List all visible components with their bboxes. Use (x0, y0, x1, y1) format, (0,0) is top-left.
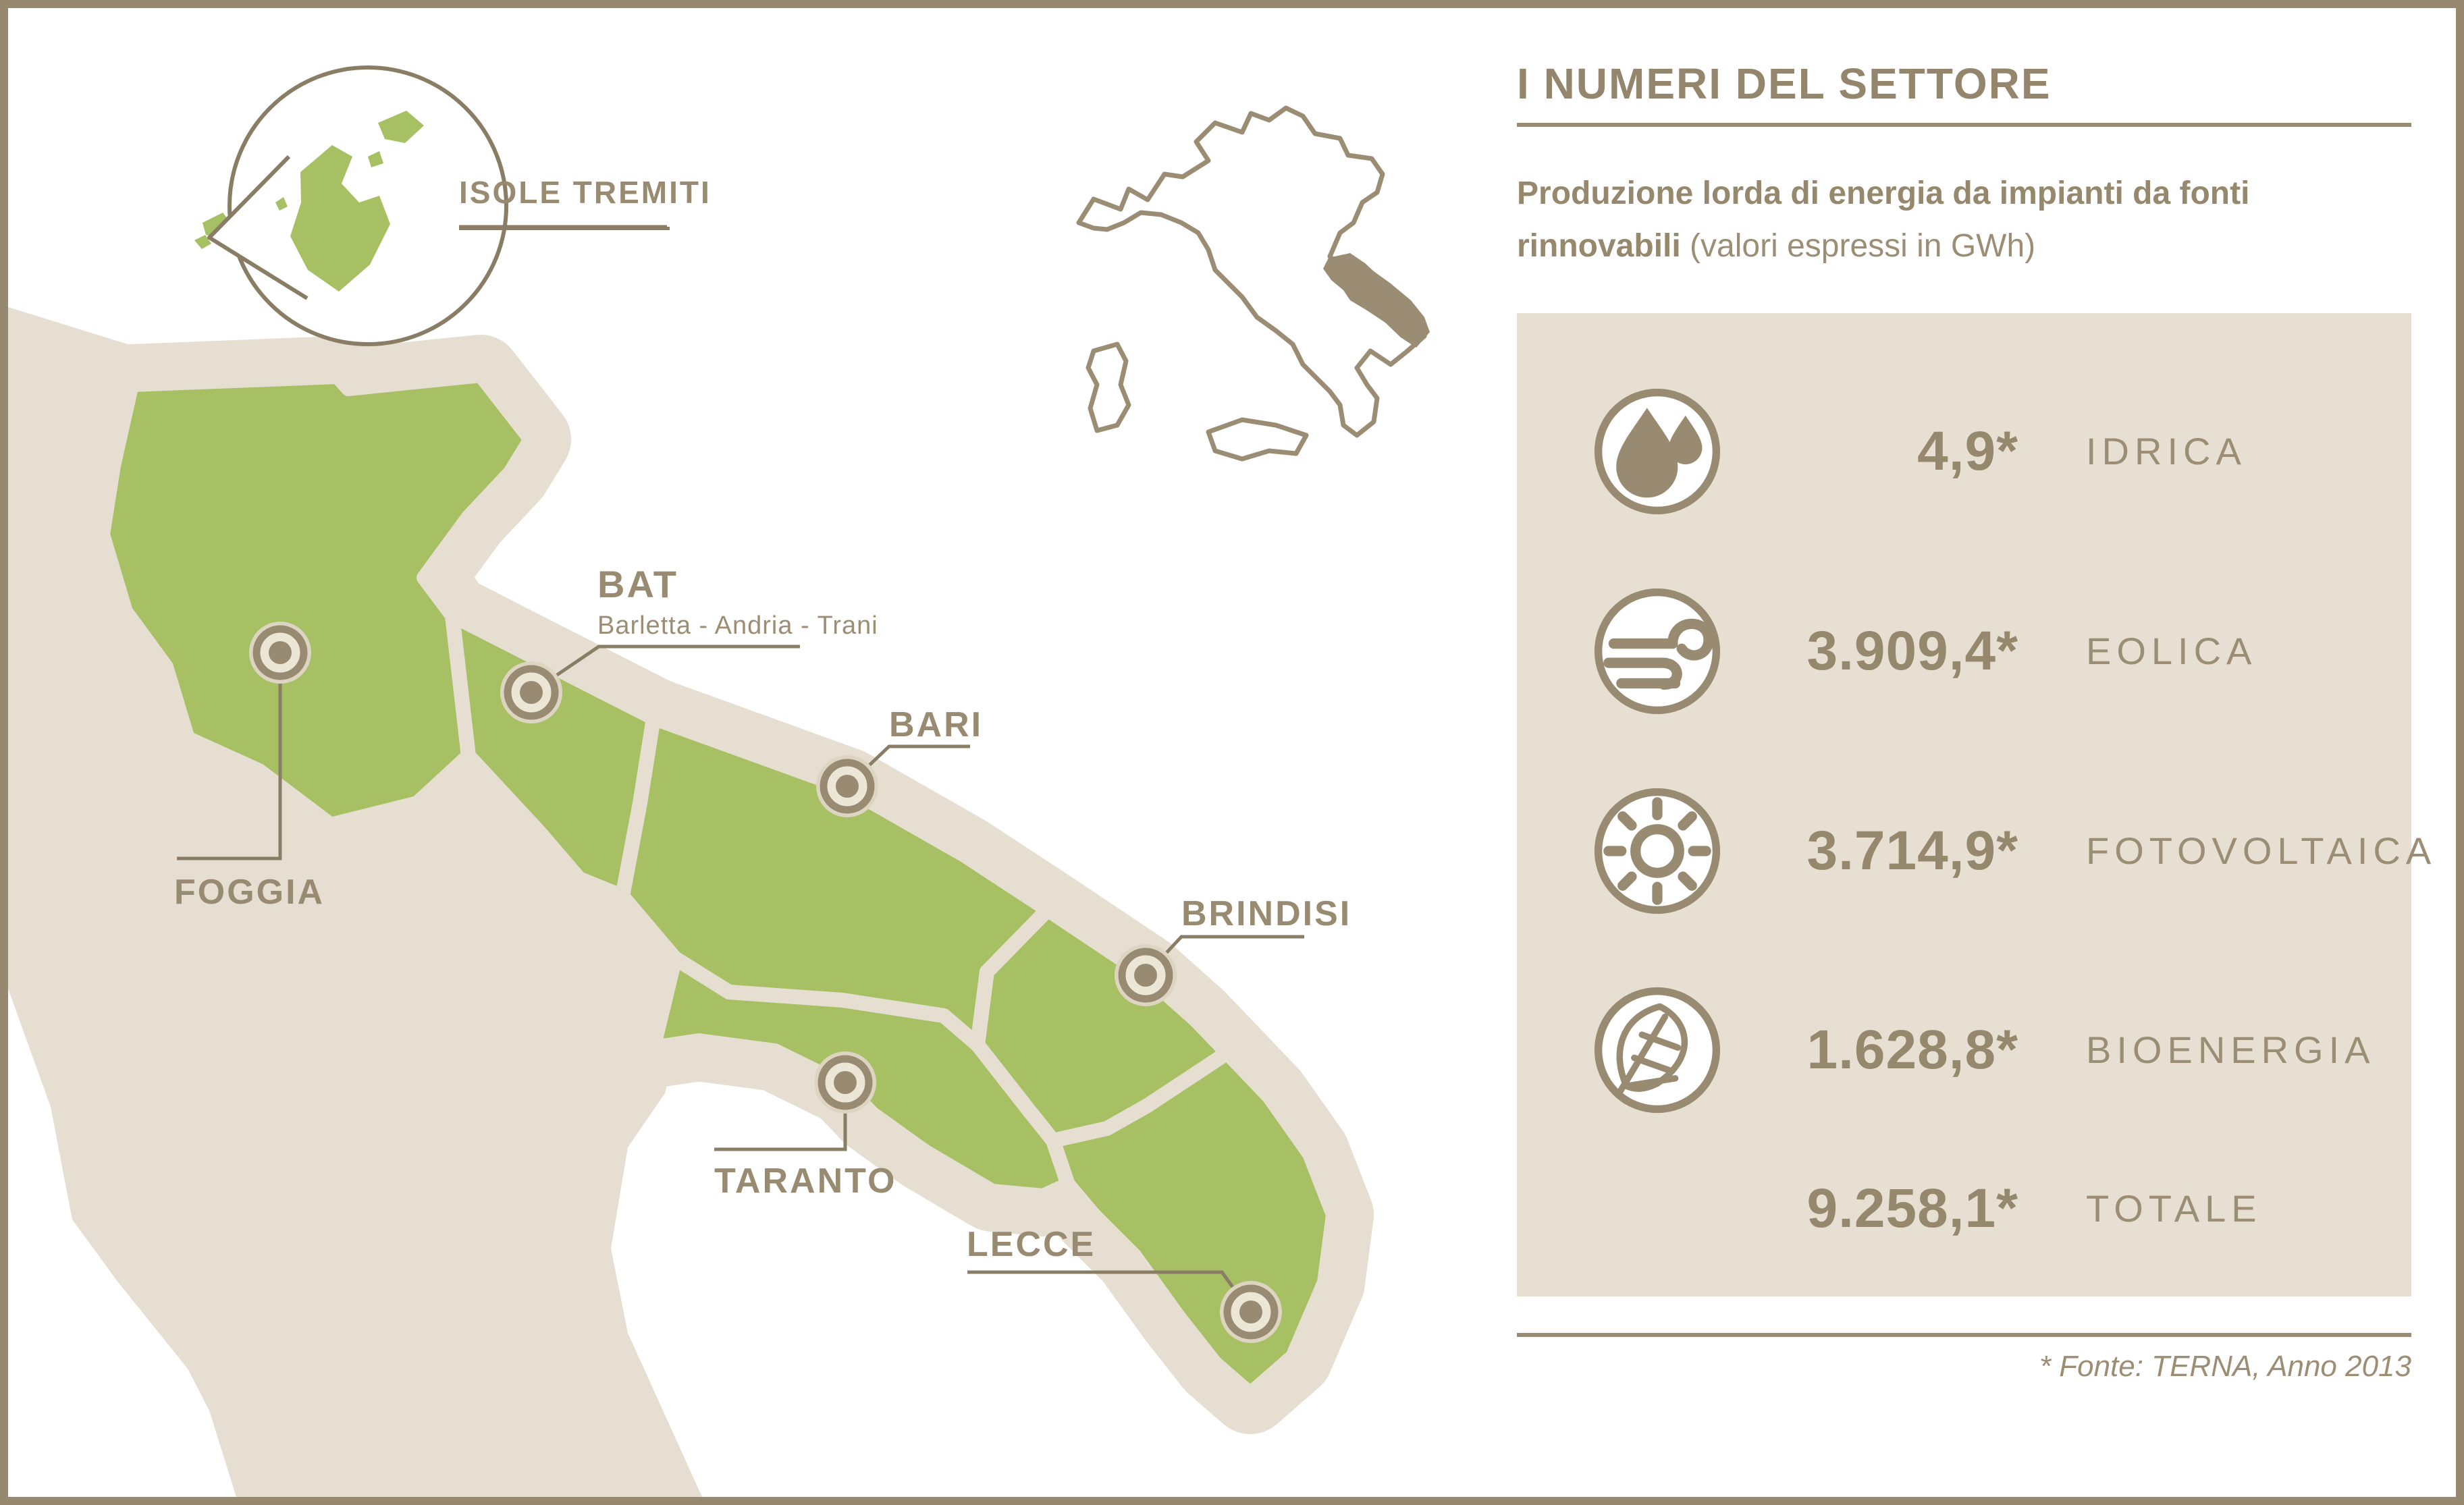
tremiti-callout (207, 65, 508, 346)
subtitle-line2-regular: (valori espressi in GWh) (1680, 228, 2036, 264)
value-eolica: 3.909,4* (1806, 620, 2018, 682)
panel-subtitle: Produzione lorda di energia da impianti … (1517, 167, 2421, 273)
leaf-icon (1594, 987, 1721, 1114)
wind-icon (1594, 588, 1721, 715)
italy-inset-map (1076, 105, 1430, 462)
icon-spacer (1593, 1145, 1721, 1273)
label-isole-tremiti: ISOLE TREMITI (459, 175, 712, 210)
label-bat: BAT (597, 563, 678, 605)
sun-icon (1594, 788, 1721, 914)
callout-tail (207, 155, 309, 300)
sicily-outline (1206, 417, 1309, 462)
leader-foggia (177, 653, 282, 860)
subtitle-line2-bold: rinnovabili (1517, 228, 1681, 264)
subtitle-line1: Produzione lorda di energia da impianti … (1517, 175, 2250, 211)
tremiti-islands-zoomed (275, 111, 424, 292)
puglia-highlight (1323, 253, 1430, 348)
label-idrica: IDRICA (2086, 430, 2247, 472)
label-taranto: TARANTO (714, 1161, 897, 1201)
value-bioenergia: 1.628,8* (1806, 1019, 2018, 1080)
value-fotovoltaica: 3.714,9* (1806, 820, 2018, 881)
marker-lecce (1220, 1281, 1282, 1343)
data-row-bioenergia: 1.628,8* BIOENERGIA (1517, 983, 2411, 1118)
marker-taranto (814, 1051, 876, 1114)
sardinia-outline (1086, 341, 1131, 433)
marker-foggia (249, 622, 311, 684)
tremiti-label-block: ISOLE TREMITI (459, 175, 712, 230)
value-idrica: 4,9* (1917, 420, 2018, 482)
label-bari: BARI (889, 705, 984, 744)
label-foggia: FOGGIA (174, 873, 325, 912)
water-drops-icon (1594, 388, 1721, 515)
city-markers (249, 622, 1282, 1343)
panel-title: I NUMERI DEL SETTORE (1517, 59, 2052, 108)
marker-bat (500, 661, 562, 723)
label-lecce: LECCE (967, 1225, 1096, 1264)
label-bioenergia: BIOENERGIA (2086, 1029, 2376, 1071)
label-totale: TOTALE (2086, 1187, 2262, 1230)
label-brindisi: BRINDISI (1181, 894, 1352, 933)
footnote-rule (1517, 1333, 2411, 1337)
data-row-fotovoltaica: 3.714,9* FOTOVOLTAICA (1517, 784, 2431, 919)
label-eolica: EOLICA (2086, 630, 2257, 672)
data-row-idrica: 4,9* IDRICA (1517, 384, 2411, 519)
source-footnote: * Fonte: TERNA, Anno 2013 (2039, 1350, 2411, 1383)
data-row-eolica: 3.909,4* EOLICA (1517, 584, 2411, 719)
label-fotovoltaica: FOTOVOLTAICA (2086, 829, 2437, 872)
sublabel-bat: Barletta - Andria - Trani (597, 611, 878, 640)
marker-brindisi (1115, 944, 1177, 1006)
title-rule (1517, 123, 2411, 127)
marker-bari (816, 755, 878, 817)
data-row-totale: 9.258,1* TOTALE (1517, 1141, 2411, 1276)
value-totale: 9.258,1* (1806, 1178, 2018, 1239)
